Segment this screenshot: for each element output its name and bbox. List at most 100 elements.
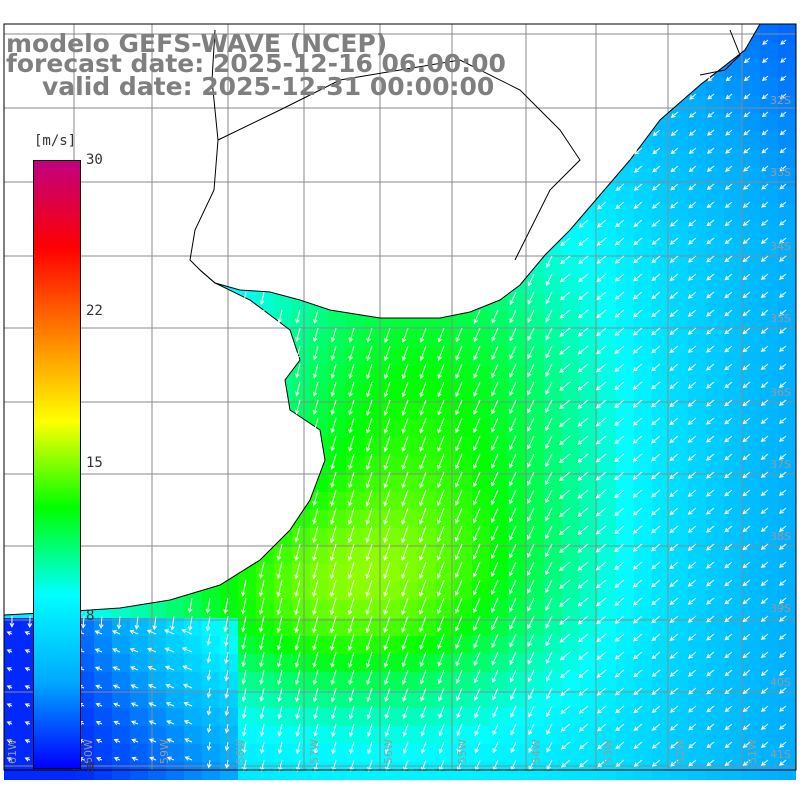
wind-arrow-head bbox=[527, 354, 532, 360]
wind-arrow bbox=[725, 741, 733, 748]
wind-arrow-head bbox=[164, 647, 170, 652]
wind-arrow-head bbox=[778, 383, 784, 388]
wind-arrow bbox=[616, 183, 625, 191]
wind-arrow bbox=[688, 291, 697, 299]
wind-arrow-head bbox=[742, 635, 748, 641]
wind-arrow bbox=[779, 759, 787, 766]
wind-arrow-head bbox=[183, 720, 189, 725]
wind-arrow-head bbox=[259, 679, 264, 685]
wind-arrow-head bbox=[312, 355, 318, 361]
wind-arrow bbox=[577, 507, 589, 517]
wind-arrow bbox=[761, 633, 769, 640]
wind-arrow-head bbox=[527, 390, 532, 396]
wind-arrow bbox=[614, 561, 625, 570]
wind-arrow-head bbox=[615, 726, 621, 732]
wind-arrow bbox=[313, 399, 319, 415]
wind-arrow bbox=[779, 687, 787, 694]
wind-arrow-head bbox=[778, 473, 784, 478]
wind-arrow-head bbox=[383, 501, 388, 507]
wind-arrow-head bbox=[24, 739, 30, 744]
wind-arrow bbox=[779, 597, 787, 604]
wind-arrow bbox=[295, 543, 301, 561]
wind-arrow bbox=[509, 309, 517, 323]
wind-arrow-head bbox=[761, 58, 767, 63]
wind-arrow-head bbox=[577, 331, 583, 337]
wind-arrow-head bbox=[490, 554, 496, 560]
wind-arrow-head bbox=[130, 720, 136, 725]
wind-arrow-head bbox=[669, 330, 675, 336]
wind-arrow bbox=[419, 417, 427, 434]
wind-arrow-head bbox=[779, 203, 785, 208]
wind-arrow-head bbox=[705, 510, 711, 515]
wind-arrow bbox=[455, 561, 463, 578]
wind-arrow bbox=[349, 723, 355, 737]
wind-arrow-head bbox=[632, 403, 638, 408]
wind-arrow-head bbox=[527, 498, 532, 504]
wind-arrow bbox=[779, 255, 787, 262]
wind-arrow bbox=[761, 165, 769, 172]
wind-arrow bbox=[148, 666, 157, 671]
wind-arrow-head bbox=[578, 259, 584, 265]
wind-arrow-head bbox=[706, 743, 712, 749]
wind-arrow bbox=[724, 597, 733, 605]
wind-arrow-head bbox=[113, 738, 119, 744]
wind-arrow bbox=[706, 759, 715, 767]
wind-arrow bbox=[706, 651, 715, 659]
wind-arrow bbox=[579, 759, 589, 768]
wind-arrow-head bbox=[650, 438, 656, 444]
wind-arrow-head bbox=[705, 384, 711, 389]
colorbar-tick: 0 bbox=[86, 760, 95, 776]
wind-arrow bbox=[528, 741, 535, 753]
wind-arrow bbox=[633, 309, 643, 318]
wind-arrow-head bbox=[724, 509, 730, 515]
wind-arrow-head bbox=[669, 546, 675, 552]
wind-arrow bbox=[438, 327, 445, 342]
wind-arrow bbox=[706, 453, 715, 461]
wind-arrow bbox=[402, 435, 409, 452]
wind-arrow-head bbox=[724, 401, 730, 407]
wind-arrow-head bbox=[277, 318, 283, 324]
wind-arrow bbox=[578, 651, 589, 660]
wind-arrow bbox=[401, 507, 409, 525]
graticule bbox=[4, 24, 796, 770]
wind-arrow bbox=[332, 741, 337, 754]
wind-arrow bbox=[349, 705, 355, 719]
wind-arrow-head bbox=[419, 465, 424, 471]
wind-arrow bbox=[688, 759, 697, 767]
wind-arrow-head bbox=[490, 518, 496, 524]
wind-arrow bbox=[724, 705, 733, 712]
wind-arrow bbox=[597, 219, 607, 228]
wind-arrow bbox=[743, 237, 751, 244]
wind-arrow bbox=[614, 363, 625, 372]
wind-arrow bbox=[614, 543, 625, 552]
wind-arrow-head bbox=[330, 519, 335, 525]
wind-arrow-head bbox=[420, 766, 426, 772]
wind-arrow-head bbox=[312, 574, 317, 580]
wind-arrow-head bbox=[778, 455, 784, 460]
wind-arrow-head bbox=[724, 707, 730, 713]
wind-arrow-head bbox=[419, 356, 425, 362]
wind-arrow bbox=[634, 741, 643, 749]
wind-arrow bbox=[403, 723, 409, 736]
wind-arrow-head bbox=[206, 763, 212, 769]
wind-arrow bbox=[633, 579, 643, 588]
wind-arrow bbox=[779, 417, 787, 424]
wind-arrow-head bbox=[615, 186, 621, 192]
wind-arrow bbox=[545, 273, 553, 286]
wind-arrow bbox=[456, 687, 463, 701]
valid-date: valid date: 2025-12-31 00:00:00 bbox=[42, 72, 495, 101]
wind-arrow-head bbox=[760, 347, 766, 353]
wind-arrow-head bbox=[472, 482, 478, 488]
wind-arrow-head bbox=[509, 300, 514, 306]
wind-arrow-head bbox=[112, 648, 118, 653]
wind-arrow-head bbox=[527, 336, 532, 342]
wind-arrow bbox=[296, 741, 301, 754]
wind-arrow bbox=[724, 525, 733, 533]
wind-arrow bbox=[545, 651, 553, 664]
wind-arrow bbox=[706, 489, 715, 497]
wind-arrow bbox=[688, 543, 697, 551]
wind-arrow-head bbox=[632, 457, 638, 462]
wind-arrow-head bbox=[527, 642, 532, 648]
wind-arrow-head bbox=[419, 374, 424, 380]
wind-arrow bbox=[651, 471, 661, 480]
